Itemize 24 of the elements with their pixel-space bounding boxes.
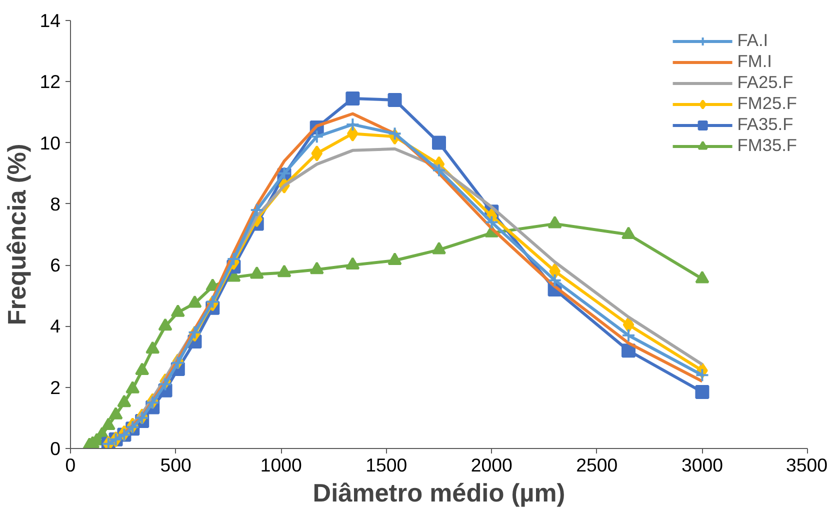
y-tick-label: 2: [50, 376, 61, 398]
legend-label: FM25.F: [737, 93, 797, 114]
y-tick-label: 4: [50, 316, 61, 337]
y-tick-label: 6: [50, 254, 61, 276]
x-tick-label: 2500: [576, 454, 618, 476]
x-tick-label: 3000: [681, 454, 723, 476]
legend-label: FM.I: [737, 51, 772, 72]
y-axis-title: Frequência (%): [4, 144, 32, 326]
x-tick-label: 1000: [260, 454, 302, 476]
y-tick-label: 14: [40, 10, 61, 31]
x-tick-label: 500: [160, 454, 192, 476]
legend-label: FA25.F: [737, 72, 794, 93]
x-axis-title: Diâmetro médio (µm): [312, 480, 566, 508]
x-tick-label: 1500: [366, 454, 408, 476]
legend-label: FM35.F: [737, 135, 797, 156]
x-tick-label: 2000: [470, 454, 512, 476]
y-tick-label: 8: [50, 193, 61, 214]
legend-label: FA35.F: [737, 114, 794, 135]
y-tick-label: 12: [40, 71, 61, 92]
legend-label: FA.I: [737, 30, 768, 51]
y-tick-label: 0: [50, 438, 61, 459]
x-tick-label: 0: [65, 454, 76, 476]
y-tick-label: 10: [40, 132, 61, 154]
x-tick-label: 3500: [786, 454, 827, 476]
